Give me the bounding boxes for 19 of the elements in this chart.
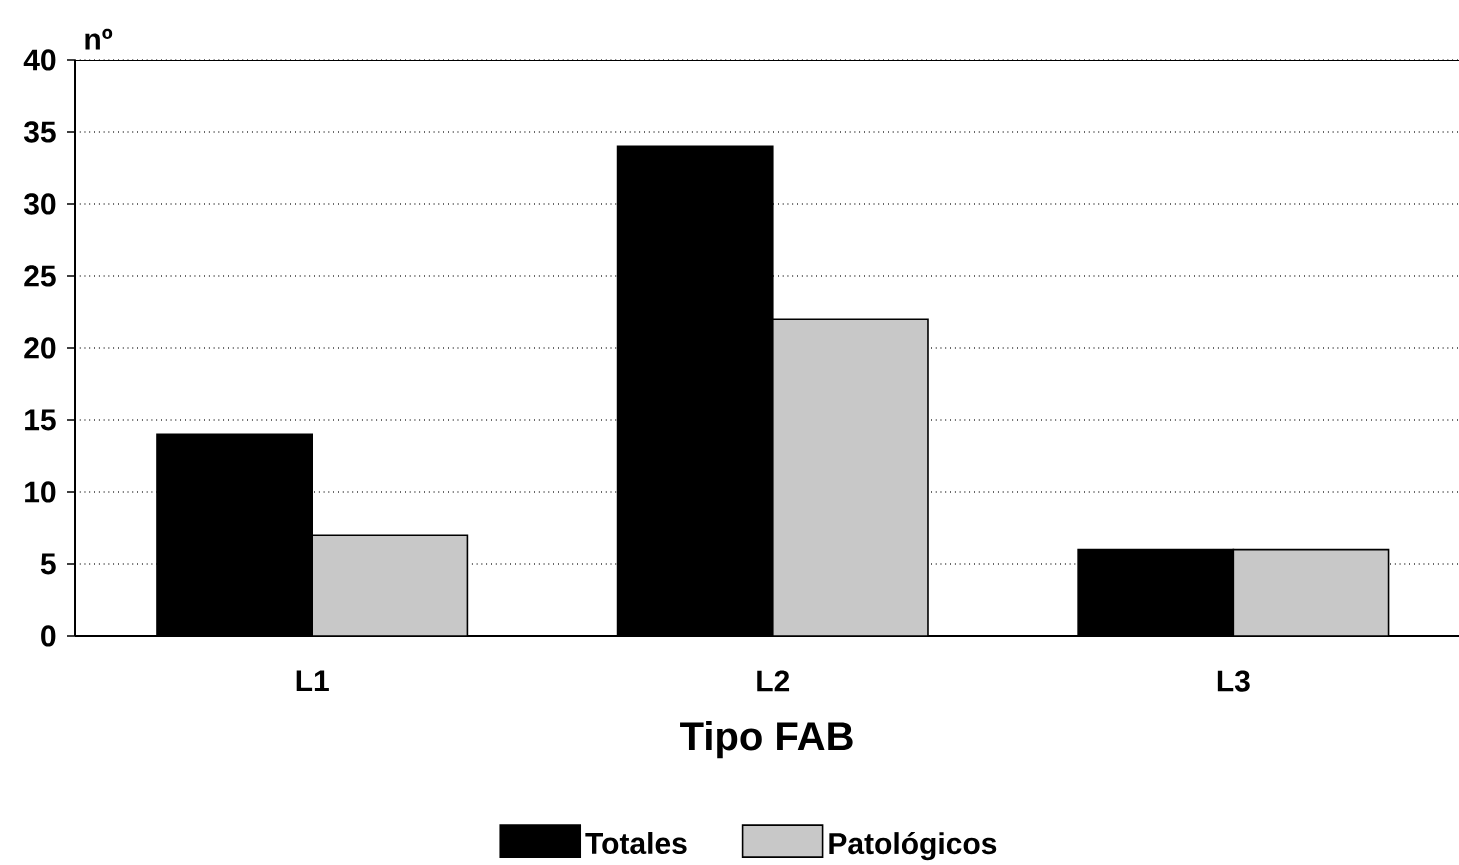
y-tick-label: 5 (40, 553, 56, 575)
y-axis-title: nº (85, 28, 113, 50)
y-tick-label: 35 (23, 121, 56, 143)
y-tick-label: 10 (25, 481, 56, 503)
legend-label: Patológicos (829, 831, 997, 861)
y-tick-label: 0 (41, 625, 56, 647)
y-tick-label: 40 (23, 49, 56, 71)
x-tick-label: L2 (757, 670, 790, 692)
bar (1232, 548, 1390, 636)
y-tick-label: 15 (25, 409, 56, 431)
legend-label: Totales (585, 831, 687, 855)
bar (771, 318, 929, 636)
bar (311, 534, 469, 636)
y-tick-label: 30 (23, 193, 56, 215)
x-tick-label: L1 (296, 670, 329, 692)
x-tick-label: L3 (1217, 670, 1250, 692)
y-tick-label: 25 (24, 265, 56, 287)
x-axis-title: Tipo FAB (680, 721, 853, 759)
y-tick-label: 20 (24, 337, 56, 359)
